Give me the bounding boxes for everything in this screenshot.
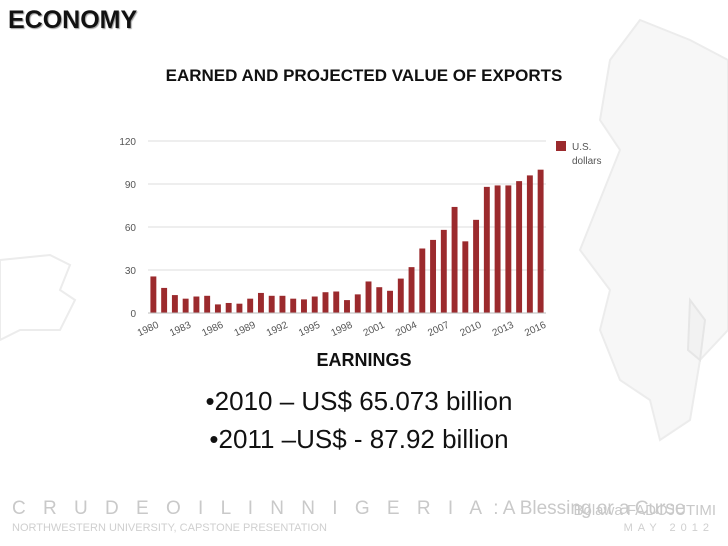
x-tick-label: 2016 bbox=[523, 320, 548, 340]
bar bbox=[301, 299, 307, 313]
bar bbox=[279, 295, 286, 313]
bar bbox=[290, 298, 297, 313]
earnings-heading: EARNINGS bbox=[316, 350, 412, 370]
bar bbox=[204, 295, 211, 313]
legend-label: U.S. bbox=[572, 142, 591, 153]
bar bbox=[408, 267, 415, 313]
bar bbox=[322, 292, 329, 313]
bar bbox=[225, 302, 232, 313]
bar bbox=[462, 241, 469, 313]
x-tick-label: 2013 bbox=[491, 320, 516, 340]
x-tick-label: 2007 bbox=[426, 320, 451, 340]
bar bbox=[354, 294, 361, 313]
x-tick-label: 2004 bbox=[394, 320, 419, 340]
bar bbox=[311, 296, 318, 313]
y-tick-label: 60 bbox=[125, 223, 137, 234]
x-tick-label: 1989 bbox=[233, 320, 258, 340]
earnings-2010: •2010 – US$ 65.073 billion bbox=[205, 386, 513, 416]
bar bbox=[193, 296, 200, 313]
bar bbox=[247, 298, 254, 313]
slide-title: ECONOMY bbox=[8, 6, 138, 34]
footer-title-main: C R U D E O I L I N N I G E R I A bbox=[12, 498, 489, 519]
bar bbox=[473, 219, 480, 313]
bar bbox=[537, 169, 544, 313]
legend-swatch bbox=[556, 141, 566, 151]
legend-label: dollars bbox=[572, 156, 601, 167]
bar bbox=[182, 298, 189, 313]
bar bbox=[236, 303, 243, 313]
x-tick-label: 1995 bbox=[297, 320, 322, 340]
y-tick-label: 30 bbox=[125, 266, 137, 277]
chart-title: EARNED AND PROJECTED VALUE OF EXPORTS bbox=[165, 66, 563, 85]
bar bbox=[376, 287, 383, 313]
x-tick-label: 1983 bbox=[168, 320, 193, 340]
x-tick-label: 1998 bbox=[329, 320, 354, 340]
bar bbox=[257, 292, 264, 313]
y-tick-label: 0 bbox=[130, 309, 136, 320]
x-tick-label: 1980 bbox=[136, 320, 161, 340]
map-island bbox=[686, 297, 707, 362]
earnings-2011: •2011 –US$ - 87.92 billion bbox=[209, 424, 509, 454]
bar bbox=[505, 185, 512, 313]
bar bbox=[526, 175, 533, 313]
footer-author: Bolawa FADOJUTIMI bbox=[573, 502, 716, 519]
bar bbox=[344, 300, 350, 313]
y-tick-label: 90 bbox=[125, 180, 137, 191]
bar bbox=[397, 278, 404, 313]
x-tick-label: 2010 bbox=[459, 320, 484, 340]
bar bbox=[268, 295, 275, 313]
bar bbox=[150, 276, 157, 313]
bar bbox=[214, 304, 221, 313]
bar bbox=[483, 186, 490, 313]
y-tick-label: 120 bbox=[119, 137, 136, 148]
bar bbox=[494, 185, 501, 313]
bar bbox=[419, 248, 426, 313]
bar bbox=[333, 291, 340, 313]
x-tick-label: 2001 bbox=[362, 320, 387, 340]
footer-date: MAY 2012 bbox=[623, 522, 714, 534]
bar bbox=[365, 281, 372, 313]
bar bbox=[516, 181, 523, 313]
bar bbox=[451, 206, 458, 313]
bar bbox=[387, 290, 393, 313]
footer-title: C R U D E O I L I N N I G E R I A : A Bl… bbox=[12, 498, 686, 520]
x-tick-label: 1992 bbox=[265, 320, 290, 340]
bar bbox=[161, 287, 168, 313]
x-tick-label: 1986 bbox=[200, 320, 225, 340]
bar bbox=[440, 229, 447, 313]
map-outline-left bbox=[0, 253, 77, 342]
footer-subtitle: NORTHWESTERN UNIVERSITY, CAPSTONE PRESEN… bbox=[12, 522, 327, 534]
bar bbox=[171, 295, 178, 313]
bar bbox=[430, 239, 437, 313]
footer-title-tagline: : A Blessing or a Curse bbox=[488, 498, 686, 519]
